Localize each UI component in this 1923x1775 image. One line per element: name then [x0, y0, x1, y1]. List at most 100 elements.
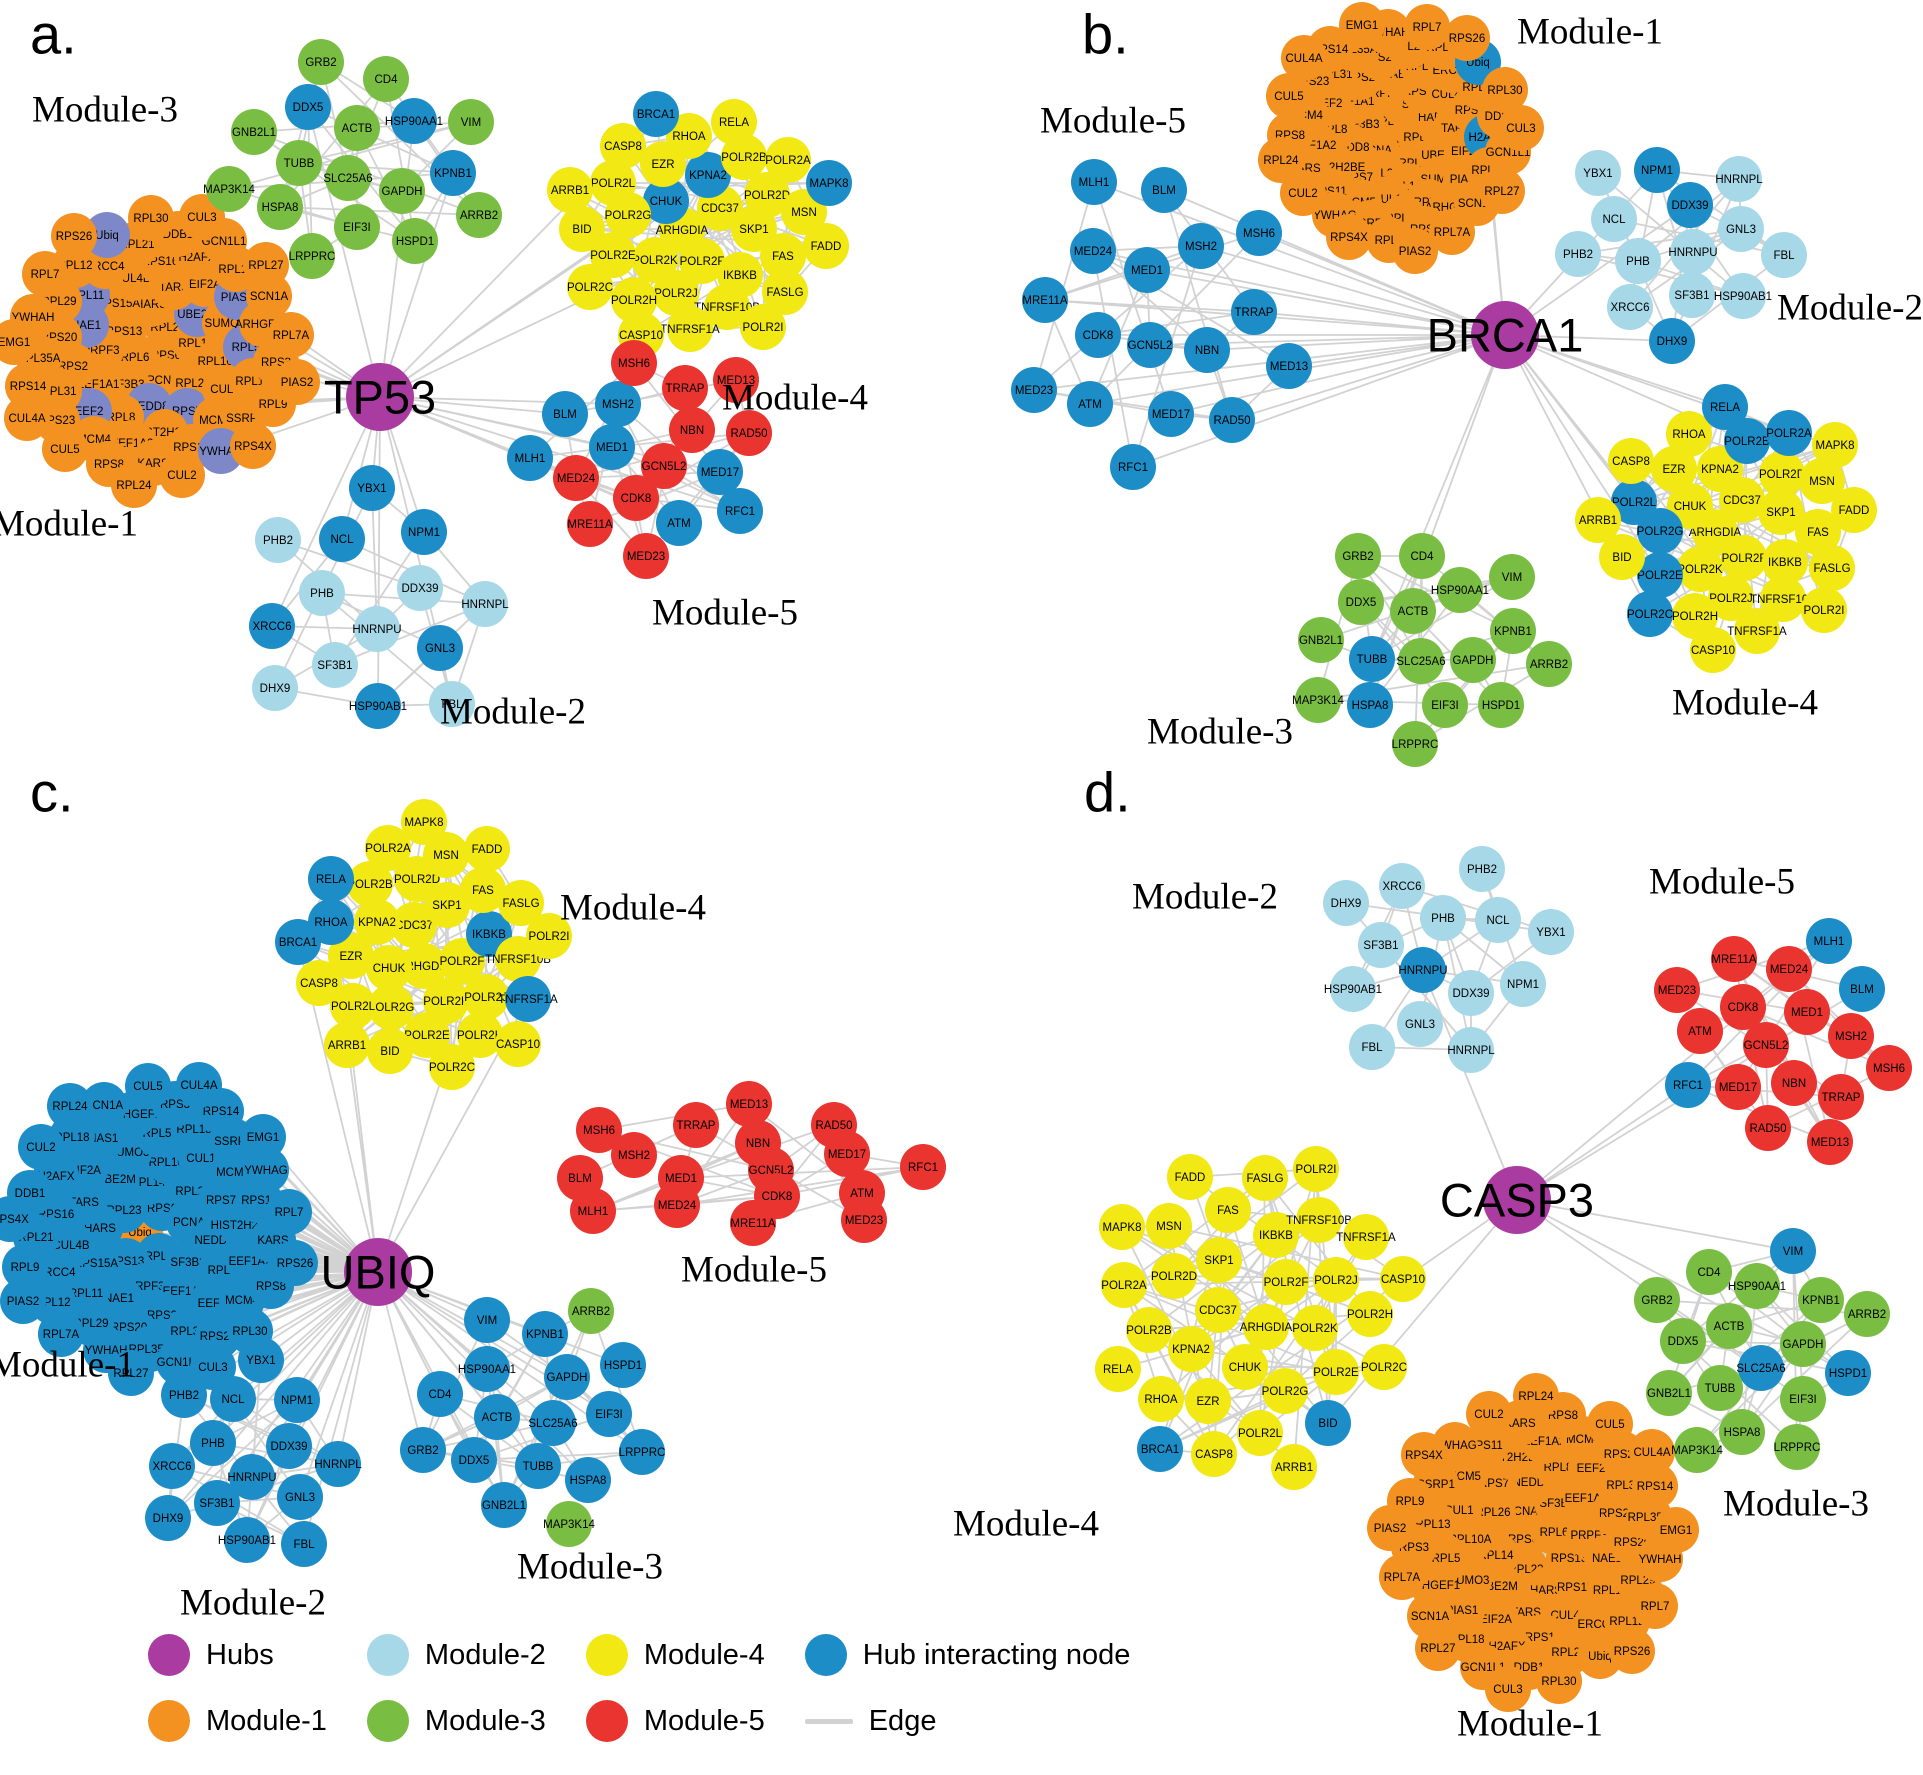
node-FASLG[interactable]	[1809, 545, 1855, 591]
node-MLH1[interactable]	[507, 435, 553, 481]
node-PIAS2[interactable]	[0, 1278, 46, 1324]
node-RHOA[interactable]	[308, 899, 354, 945]
node-FAS[interactable]	[460, 867, 506, 913]
node-FASLG[interactable]	[1242, 1155, 1288, 1201]
node-ARHGDIA[interactable]	[1243, 1304, 1289, 1350]
node-RPS4X[interactable]	[1326, 214, 1372, 260]
node-CD4[interactable]	[363, 56, 409, 102]
node-RPL7A[interactable]	[1379, 1554, 1425, 1600]
node-FADD[interactable]	[464, 826, 510, 872]
node-POLR2D[interactable]	[1151, 1253, 1197, 1299]
node-RELA[interactable]	[711, 99, 757, 145]
node-POLR2C[interactable]	[429, 1044, 475, 1090]
node-CUL2[interactable]	[18, 1124, 64, 1170]
node-CUL5[interactable]	[1266, 73, 1312, 119]
node-POLR2H[interactable]	[1672, 593, 1718, 639]
node-MED23[interactable]	[1654, 967, 1700, 1013]
node-NBN[interactable]	[669, 407, 715, 453]
node-TNFRSF1A[interactable]	[1734, 608, 1780, 654]
node-CHUK[interactable]	[366, 945, 412, 991]
node-ACTB[interactable]	[334, 105, 380, 151]
node-MSH2[interactable]	[1828, 1013, 1874, 1059]
node-GRB2[interactable]	[1634, 1277, 1680, 1323]
node-CDC37[interactable]	[391, 902, 437, 948]
node-HSPD1[interactable]	[392, 218, 438, 264]
node-RAD50[interactable]	[1745, 1105, 1791, 1151]
node-LRPPRC[interactable]	[619, 1429, 665, 1475]
node-RFC1[interactable]	[900, 1144, 946, 1190]
node-MED24[interactable]	[553, 455, 599, 501]
node-SLC25A6[interactable]	[1398, 638, 1444, 684]
node-POLR2H[interactable]	[1347, 1291, 1393, 1337]
node-POLR2G[interactable]	[1262, 1368, 1308, 1414]
node-RPL24[interactable]	[1258, 137, 1304, 183]
node-PHB[interactable]	[190, 1420, 236, 1466]
node-SLC25A6[interactable]	[530, 1400, 576, 1446]
node-MRE11A[interactable]	[730, 1200, 776, 1246]
node-MAPK8[interactable]	[1099, 1204, 1145, 1250]
node-POLR2G[interactable]	[368, 984, 414, 1030]
node-MAPK8[interactable]	[806, 160, 852, 206]
node-TNFRSF10B[interactable]	[1296, 1197, 1342, 1243]
node-RELA[interactable]	[308, 856, 354, 902]
node-MED23[interactable]	[841, 1197, 887, 1243]
node-RPL7[interactable]	[1404, 4, 1450, 50]
node-RPL27[interactable]	[108, 1350, 154, 1396]
node-GRB2[interactable]	[1335, 533, 1381, 579]
node-POLR2E[interactable]	[590, 232, 636, 278]
node-KPNB1[interactable]	[1798, 1277, 1844, 1323]
node-MSH6[interactable]	[576, 1107, 622, 1153]
node-EIF3I[interactable]	[1780, 1376, 1826, 1422]
node-MED24[interactable]	[1070, 228, 1116, 274]
node-ARHGDIA[interactable]	[401, 943, 447, 989]
node-NPM1[interactable]	[274, 1377, 320, 1423]
node-POLR2C[interactable]	[567, 264, 613, 310]
node-POLR2I[interactable]	[1801, 587, 1847, 633]
node-YWHAG[interactable]	[243, 1147, 289, 1193]
node-PHB[interactable]	[299, 570, 345, 616]
node-HSPD1[interactable]	[1478, 682, 1524, 728]
node-DHX9[interactable]	[1649, 318, 1695, 364]
node-MSN[interactable]	[423, 832, 469, 878]
node-DDX39[interactable]	[1448, 970, 1494, 1016]
node-ARRB2[interactable]	[1844, 1291, 1890, 1337]
node-VIM[interactable]	[1489, 554, 1535, 600]
node-DHX9[interactable]	[145, 1495, 191, 1541]
node-CD4[interactable]	[1399, 533, 1445, 579]
node-GAPDH[interactable]	[1780, 1321, 1826, 1367]
node-CUL4A[interactable]	[176, 1062, 222, 1108]
node-TUBB[interactable]	[1349, 636, 1395, 682]
node-GAPDH[interactable]	[1450, 637, 1496, 683]
node-BID[interactable]	[1305, 1400, 1351, 1446]
node-POLR2K[interactable]	[632, 237, 678, 283]
node-Ubiq[interactable]	[84, 212, 130, 258]
node-ACTB[interactable]	[1706, 1303, 1752, 1349]
node-RPL27[interactable]	[1479, 168, 1525, 214]
node-HSPD1[interactable]	[600, 1342, 646, 1388]
node-VIM[interactable]	[1770, 1228, 1816, 1274]
node-PIAS2[interactable]	[1392, 228, 1438, 274]
node-CUL4A[interactable]	[1629, 1429, 1675, 1475]
node-RPS4X[interactable]	[1401, 1432, 1447, 1478]
node-MSH2[interactable]	[595, 381, 641, 427]
node-MSN[interactable]	[1799, 458, 1845, 504]
node-RPS26[interactable]	[272, 1240, 318, 1286]
node-TNFRSF1A[interactable]	[667, 306, 713, 352]
node-KPNB1[interactable]	[522, 1311, 568, 1357]
node-MRE11A[interactable]	[567, 501, 613, 547]
node-MED13[interactable]	[1807, 1119, 1853, 1165]
node-EMG1[interactable]	[240, 1114, 286, 1160]
node-GNL3[interactable]	[1397, 1001, 1443, 1047]
hub-TP53[interactable]	[346, 363, 414, 431]
node-MED13[interactable]	[726, 1081, 772, 1127]
node-FBL[interactable]	[429, 681, 475, 727]
node-BID[interactable]	[1599, 534, 1645, 580]
node-NBN[interactable]	[735, 1120, 781, 1166]
node-POLR2L[interactable]	[1611, 479, 1657, 525]
node-DHX9[interactable]	[1323, 880, 1369, 926]
node-NPM1[interactable]	[1634, 147, 1680, 193]
node-MED13[interactable]	[1266, 343, 1312, 389]
node-YBX1[interactable]	[1528, 909, 1574, 955]
node-BRCA1[interactable]	[1137, 1426, 1183, 1472]
node-DDX39[interactable]	[266, 1423, 312, 1469]
